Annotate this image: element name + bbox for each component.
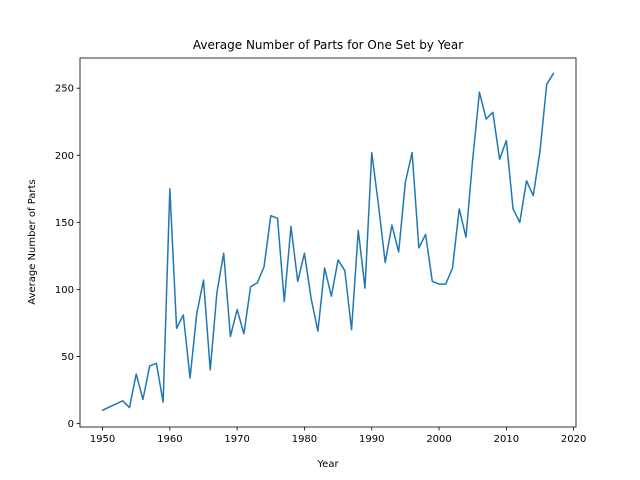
x-tick-label-1960: 1960 xyxy=(157,434,182,445)
y-tick-label-200: 200 xyxy=(55,151,74,162)
y-tick-label-100: 100 xyxy=(55,285,74,296)
x-tick-label-2000: 2000 xyxy=(426,434,451,445)
chart-title: Average Number of Parts for One Set by Y… xyxy=(193,38,463,52)
plot-area: 1950 1960 1970 1980 1990 2000 2010 2020 0 50 100 15… xyxy=(55,57,586,445)
y-axis-label: Average Number of Parts xyxy=(27,179,38,304)
x-tick-label-2010: 2010 xyxy=(494,434,519,445)
x-tick-label-1990: 1990 xyxy=(359,434,384,445)
y-tick-label-0: 0 xyxy=(68,419,74,430)
series-line-0 xyxy=(101,72,555,412)
x-tick-label-1970: 1970 xyxy=(224,434,249,445)
y-tick-label-50: 50 xyxy=(61,352,74,363)
x-tick-label-2020: 2020 xyxy=(561,434,586,445)
axes-frame xyxy=(79,57,577,428)
y-tick-label-250: 250 xyxy=(55,84,74,95)
x-axis-label: Year xyxy=(316,459,339,470)
y-tick-label-150: 150 xyxy=(55,218,74,229)
x-tick-label-1980: 1980 xyxy=(292,434,317,445)
x-tick-label-1950: 1950 xyxy=(90,434,115,445)
